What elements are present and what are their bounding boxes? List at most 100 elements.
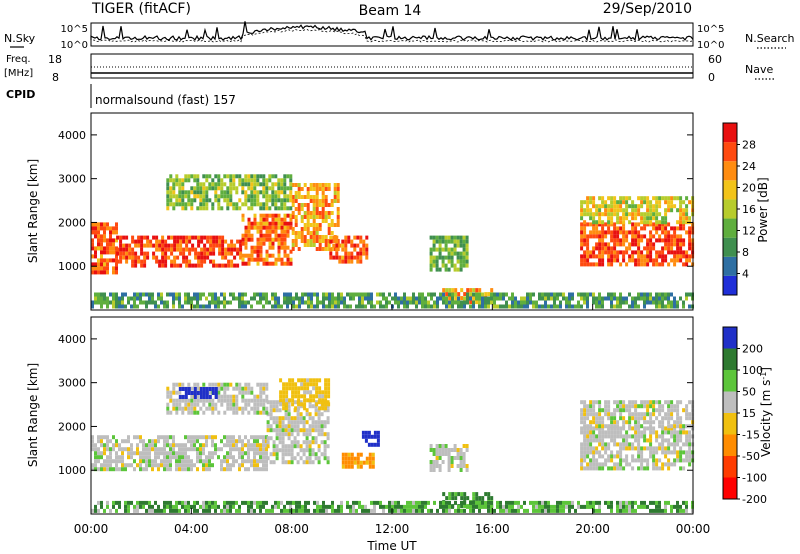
vel-echo-cell xyxy=(634,416,638,421)
power-echo-cell xyxy=(435,239,439,244)
power-echo-cell xyxy=(472,296,476,301)
vel-echo-cell xyxy=(193,391,197,395)
vel-echo-cell xyxy=(199,391,203,395)
vel-echo-cell xyxy=(121,447,124,452)
vel-echo-cell xyxy=(103,447,106,452)
vel-echo-cell xyxy=(238,467,241,472)
power-echo-cell xyxy=(214,174,218,179)
vel-echo-cell xyxy=(532,508,535,513)
power-echo-cell xyxy=(148,296,151,301)
power-echo-cell xyxy=(469,300,473,305)
power-echo-cell xyxy=(271,182,275,187)
power-echo-cell xyxy=(338,243,342,248)
power-echo-cell xyxy=(253,186,257,191)
vel-echo-cell xyxy=(202,402,206,407)
vel-echo-cell xyxy=(275,424,279,429)
radar-title: TIGER (fitACF) xyxy=(91,1,191,17)
vel-echo-cell xyxy=(184,500,187,505)
vel-echo-cell xyxy=(628,434,632,439)
power-echo-cell xyxy=(250,178,254,183)
power-echo-cell xyxy=(598,262,602,267)
vel-echo-cell xyxy=(628,426,632,431)
power-echo-cell xyxy=(283,245,287,250)
vel-echo-cell xyxy=(682,508,685,513)
vel-echo-cell xyxy=(235,398,239,403)
power-echo-cell xyxy=(294,183,298,187)
power-echo-cell xyxy=(232,202,236,207)
vel-echo-cell xyxy=(313,508,316,513)
power-echo-cell xyxy=(344,235,348,240)
vel-echo-cell xyxy=(444,448,448,452)
power-echo-cell xyxy=(179,243,183,248)
vel-echo-cell xyxy=(637,442,641,447)
vel-echo-cell xyxy=(598,416,602,421)
power-echo-cell xyxy=(321,183,325,187)
power-echo-cell xyxy=(247,233,251,238)
power-echo-cell xyxy=(103,246,106,251)
vel-echo-cell xyxy=(305,408,309,413)
vel-echo-cell xyxy=(157,435,160,440)
power-echo-cell xyxy=(178,300,181,305)
power-echo-cell xyxy=(622,216,626,221)
power-echo-cell xyxy=(667,196,671,201)
power-echo-cell xyxy=(625,262,629,267)
power-echo-cell xyxy=(462,259,466,264)
vel-echo-cell xyxy=(445,504,448,509)
power-echo-cell xyxy=(344,239,348,244)
power-echo-cell xyxy=(268,206,272,211)
power-echo-cell xyxy=(333,195,337,199)
vel-echo-cell xyxy=(262,467,265,472)
vel-echo-cell xyxy=(472,492,476,497)
vel-echo-cell xyxy=(112,504,115,509)
vel-echo-cell xyxy=(661,426,665,431)
vel-echo-cell xyxy=(418,504,421,509)
vel-echo-cell xyxy=(265,398,269,403)
power-echo-cell xyxy=(265,261,269,266)
power-echo-cell xyxy=(241,292,244,297)
power-echo-cell xyxy=(271,296,274,301)
vel-echo-cell xyxy=(315,402,319,407)
power-echo-cell xyxy=(91,222,94,227)
power-echo-cell xyxy=(291,215,295,219)
vel-echo-cell xyxy=(94,451,97,456)
power-echo-cell xyxy=(211,300,214,305)
power-echo-cell xyxy=(169,190,173,195)
power-echo-cell xyxy=(217,304,220,309)
power-echo-cell xyxy=(637,230,641,235)
vel-echo-cell xyxy=(658,434,662,439)
vel-echo-cell xyxy=(229,402,233,407)
power-echo-cell xyxy=(610,254,614,259)
power-echo-cell xyxy=(238,300,241,305)
vel-echo-cell xyxy=(403,508,406,513)
colorbar-segment xyxy=(723,218,737,238)
vel-echo-cell xyxy=(463,504,467,509)
power-echo-cell xyxy=(640,226,644,231)
power-echo-cell xyxy=(655,258,659,263)
vel-echo-cell xyxy=(91,508,94,513)
vel-echo-cell xyxy=(631,404,635,409)
vel-echo-cell xyxy=(272,400,276,405)
power-echo-cell xyxy=(220,292,223,297)
power-echo-cell xyxy=(333,239,337,243)
power-echo-cell xyxy=(115,266,118,271)
power-echo-cell xyxy=(556,292,559,297)
power-echo-cell xyxy=(271,221,275,226)
vel-echo-cell xyxy=(211,463,214,468)
colorbar-segment xyxy=(723,142,737,162)
power-echo-cell xyxy=(586,292,589,297)
power-echo-cell xyxy=(652,234,656,239)
vel-echo-cell xyxy=(409,500,412,505)
vel-echo-cell xyxy=(172,508,175,513)
power-echo-cell xyxy=(318,187,322,191)
power-echo-cell xyxy=(244,190,248,195)
vel-echo-region xyxy=(341,452,375,469)
power-echo-cell xyxy=(347,235,351,240)
vel-echo-cell xyxy=(676,450,680,455)
vel-echo-cell xyxy=(247,467,250,472)
power-echo-cell xyxy=(134,243,138,248)
power-echo-cell xyxy=(628,196,632,201)
power-echo-cell xyxy=(163,300,166,305)
power-echo-cell xyxy=(580,296,583,301)
power-echo-cell xyxy=(220,182,224,187)
vel-echo-cell xyxy=(610,420,614,425)
